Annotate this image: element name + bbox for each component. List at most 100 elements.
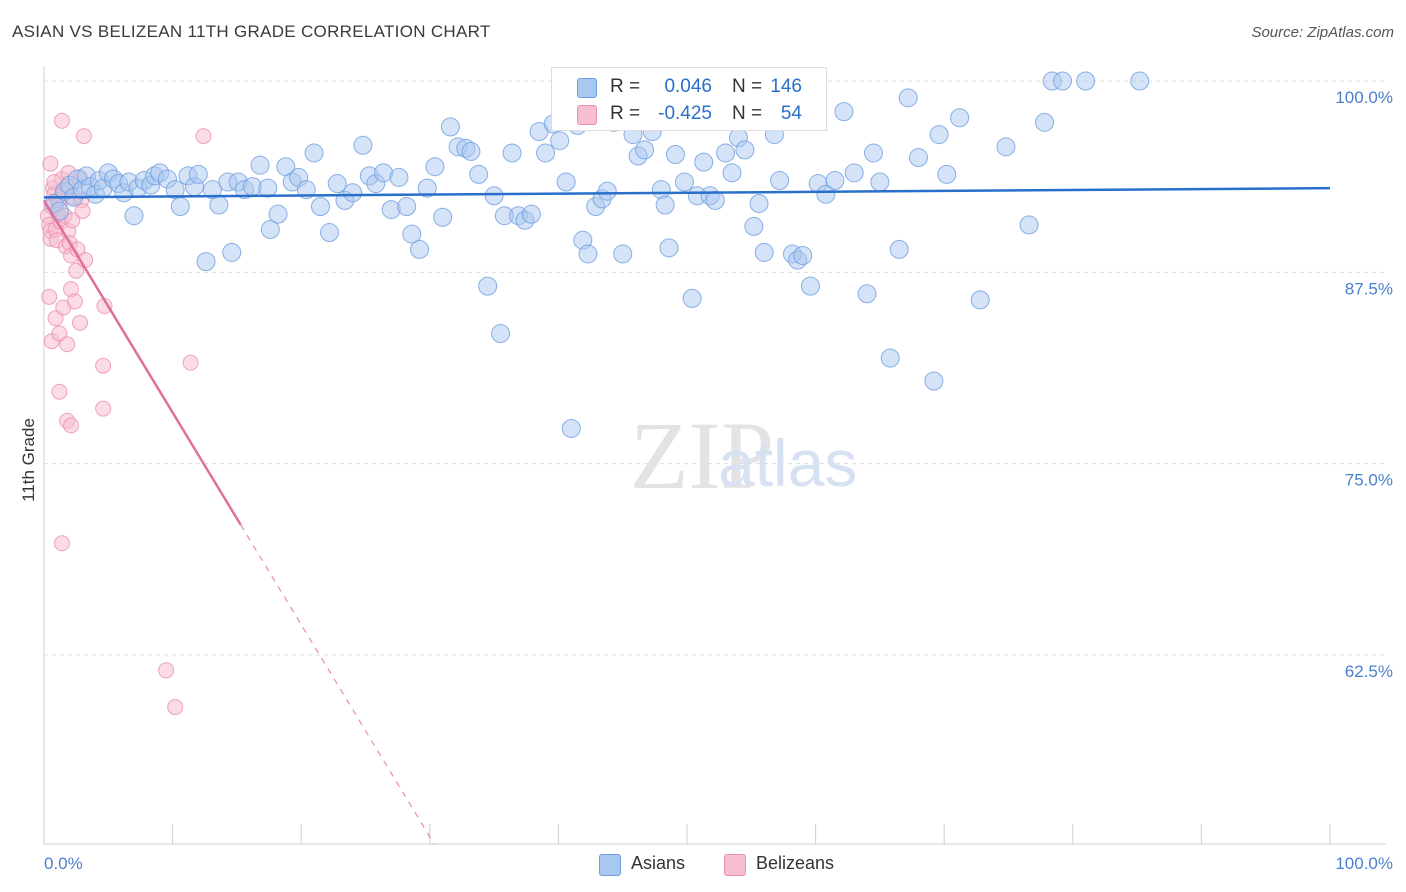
belizean-point [51, 325, 68, 342]
asian-point [502, 143, 522, 163]
asian-point [970, 290, 990, 310]
asian-point [880, 348, 900, 368]
belizean-point [68, 262, 85, 279]
asian-point [461, 141, 481, 161]
asian-point [659, 238, 679, 258]
asian-point [196, 252, 216, 272]
belizean-point [72, 314, 89, 331]
asian-point [484, 186, 504, 206]
x-tick-label: 100.0% [1335, 854, 1393, 873]
n-label: N = [732, 76, 763, 97]
legend-label: Asians [631, 853, 686, 873]
asian-point [536, 143, 556, 163]
asian-point [825, 170, 845, 190]
asian-point [682, 288, 702, 308]
trend-lines [42, 186, 1331, 845]
r-label: R = [610, 76, 641, 97]
asian-point [735, 140, 755, 160]
asian-point [381, 200, 401, 220]
asian-point [870, 172, 890, 192]
asian-point [800, 276, 820, 296]
asians-trend-line [43, 186, 1331, 199]
asian-point [556, 172, 576, 192]
asian-point [694, 152, 714, 172]
watermark-zip: ZIP [630, 402, 774, 509]
asian-point [889, 239, 909, 259]
watermark-atlas: atlas [718, 426, 857, 500]
y-tick-label: 75.0% [1345, 471, 1393, 490]
asian-point [561, 418, 581, 438]
source-credit: Source: ZipAtlas.com [1251, 24, 1394, 41]
asian-point [417, 178, 437, 198]
r-value: -0.425 [658, 103, 712, 124]
belizean-point [42, 155, 59, 172]
asian-point [749, 193, 769, 213]
asian-point [222, 242, 242, 262]
asian-point [674, 172, 694, 192]
asian-point [716, 143, 736, 163]
belizean-point [54, 535, 71, 552]
asian-point [754, 242, 774, 262]
asian-point [353, 135, 373, 155]
stats-row-asians: R = 0.046 N = 146 [552, 74, 826, 100]
y-tick-label: 62.5% [1345, 662, 1393, 681]
asian-point [908, 148, 928, 168]
asian-point [722, 163, 742, 183]
asian-point [170, 197, 190, 217]
asian-point [597, 181, 617, 201]
asian-point [635, 140, 655, 160]
asian-point [950, 108, 970, 128]
asian-point [665, 144, 685, 164]
belizeans-trend-extension [240, 524, 435, 845]
y-tick-label: 87.5% [1345, 279, 1393, 298]
asian-point [440, 117, 460, 137]
watermark: ZIP atlas [630, 402, 857, 509]
asian-point [705, 190, 725, 210]
asian-point [550, 131, 570, 151]
asian-point [209, 195, 229, 215]
belizean-point [64, 212, 81, 229]
asian-point [319, 223, 339, 243]
asian-point [834, 102, 854, 122]
belizean-point [158, 662, 175, 679]
n-label: N = [732, 103, 763, 124]
belizeans-legend-swatch [724, 854, 746, 876]
stats-legend: R = 0.046 N = 146 R = -0.425 N = 54 [551, 67, 827, 131]
asian-point [304, 143, 324, 163]
tick-labels: 100.0% 87.5% 75.0% 62.5% 0.0% 100.0% [44, 88, 1393, 873]
asian-point [491, 324, 511, 344]
belizean-point [51, 383, 68, 400]
belizean-point [75, 128, 92, 145]
asian-point [521, 204, 541, 224]
asian-point [844, 163, 864, 183]
legend-label: Belizeans [756, 853, 835, 873]
belizean-point [167, 699, 184, 716]
asians-legend-swatch [599, 854, 621, 876]
asian-point [402, 224, 422, 244]
asian-point [863, 143, 883, 163]
asian-point [578, 244, 598, 264]
belizean-point [54, 112, 71, 129]
chart-title: ASIAN VS BELIZEAN 11TH GRADE CORRELATION… [12, 22, 491, 41]
asian-point [793, 245, 813, 265]
belizean-point [74, 203, 91, 220]
asian-point [268, 204, 288, 224]
asian-point [857, 284, 877, 304]
asian-point [898, 88, 918, 108]
asian-point [260, 219, 280, 239]
r-label: R = [610, 103, 641, 124]
asian-point [1019, 215, 1039, 235]
asian-point [250, 155, 270, 175]
asian-point [327, 174, 347, 194]
asian-point [929, 125, 949, 145]
x-tick-label: 0.0% [44, 854, 83, 873]
asian-point [478, 276, 498, 296]
asian-point [770, 170, 790, 190]
asian-point [310, 197, 330, 217]
asian-point [1130, 71, 1150, 91]
n-value: 54 [780, 103, 802, 124]
asian-point [937, 164, 957, 184]
asian-point [343, 183, 363, 203]
r-value: 0.046 [664, 76, 712, 97]
